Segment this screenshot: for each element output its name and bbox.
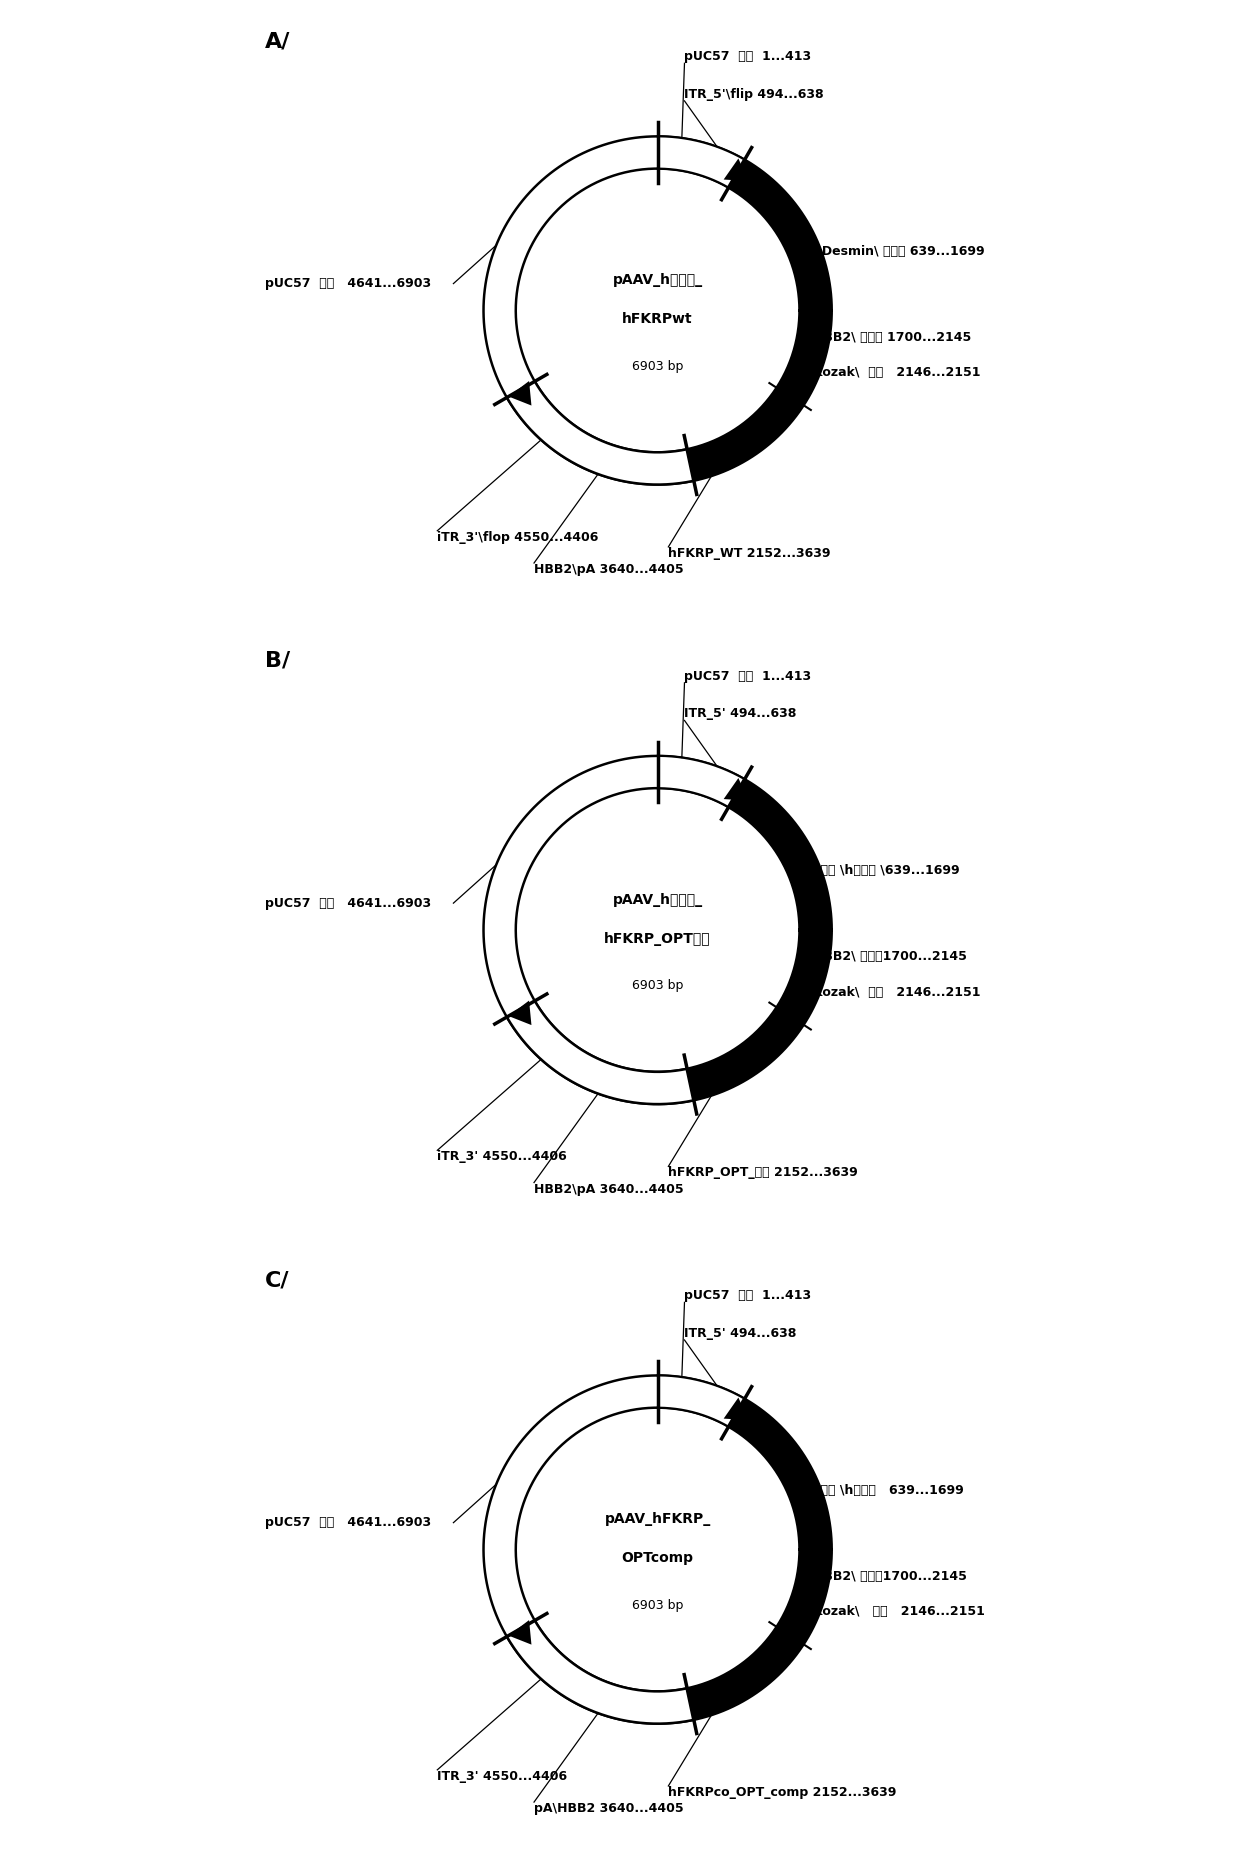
Text: hFKRP_WT 2152...3639: hFKRP_WT 2152...3639 <box>668 547 831 560</box>
Text: HBB2\ 内含子1700...2145: HBB2\ 内含子1700...2145 <box>813 1570 967 1583</box>
Text: 启动子 \h结蛋白   639...1699: 启动子 \h结蛋白 639...1699 <box>813 1484 965 1497</box>
Text: A/: A/ <box>265 32 290 50</box>
Text: iTR_3'\flop 4550...4406: iTR_3'\flop 4550...4406 <box>438 530 599 543</box>
Polygon shape <box>724 777 748 800</box>
Polygon shape <box>507 1620 694 1724</box>
Text: pAAV_hFKRP_: pAAV_hFKRP_ <box>604 1512 711 1527</box>
Text: HBB2\ 内含子1700...2145: HBB2\ 内含子1700...2145 <box>813 950 967 963</box>
Polygon shape <box>802 1523 827 1544</box>
Polygon shape <box>508 1001 532 1025</box>
Text: HBB2\pA 3640...4405: HBB2\pA 3640...4405 <box>534 1183 683 1196</box>
Polygon shape <box>507 381 694 485</box>
Text: ITR_5' 494...638: ITR_5' 494...638 <box>684 707 797 720</box>
Polygon shape <box>657 755 745 807</box>
Text: 6903 bp: 6903 bp <box>632 980 683 993</box>
Text: B/: B/ <box>265 651 290 671</box>
Polygon shape <box>507 1001 694 1105</box>
Text: 启动子 \h结蛋白 \639...1699: 启动子 \h结蛋白 \639...1699 <box>813 865 960 878</box>
Polygon shape <box>802 904 827 924</box>
Polygon shape <box>687 160 832 480</box>
Text: OPTcomp: OPTcomp <box>621 1551 693 1564</box>
Text: Kozak\  序列   2146...2151: Kozak\ 序列 2146...2151 <box>813 986 981 999</box>
Polygon shape <box>742 1042 766 1064</box>
Text: Kozak\   序列   2146...2151: Kozak\ 序列 2146...2151 <box>813 1605 986 1618</box>
Text: pA\HBB2 3640...4405: pA\HBB2 3640...4405 <box>534 1802 683 1815</box>
Text: hFKRPco_OPT_comp 2152...3639: hFKRPco_OPT_comp 2152...3639 <box>668 1786 897 1799</box>
Polygon shape <box>687 779 832 1101</box>
Polygon shape <box>742 1661 766 1683</box>
Polygon shape <box>657 1375 745 1427</box>
Text: 6903 bp: 6903 bp <box>632 359 683 372</box>
Polygon shape <box>724 1397 748 1421</box>
Text: pAAV_h结蛋白_: pAAV_h结蛋白_ <box>613 893 703 908</box>
Polygon shape <box>508 381 532 405</box>
Text: HBB2\ 内含子 1700...2145: HBB2\ 内含子 1700...2145 <box>813 331 972 344</box>
Text: hDesmin\ 启动子 639...1699: hDesmin\ 启动子 639...1699 <box>813 246 985 259</box>
Text: pUC57  骨架  1...413: pUC57 骨架 1...413 <box>684 1289 812 1302</box>
Text: pUC57  骨架   4641...6903: pUC57 骨架 4641...6903 <box>265 277 432 290</box>
Text: pUC57  骨架   4641...6903: pUC57 骨架 4641...6903 <box>265 1516 432 1529</box>
Text: ITR_5' 494...638: ITR_5' 494...638 <box>684 1326 797 1339</box>
Text: C/: C/ <box>265 1270 290 1291</box>
Polygon shape <box>508 1620 532 1644</box>
Text: HBB2\pA 3640...4405: HBB2\pA 3640...4405 <box>534 564 683 577</box>
Text: Kozak\  序列   2146...2151: Kozak\ 序列 2146...2151 <box>813 366 981 379</box>
Text: ITR_5'\flip 494...638: ITR_5'\flip 494...638 <box>684 87 825 100</box>
Text: pUC57  骨架  1...413: pUC57 骨架 1...413 <box>684 670 812 683</box>
Text: hFKRPwt: hFKRPwt <box>622 312 693 326</box>
Text: iTR_3' 4550...4406: iTR_3' 4550...4406 <box>438 1149 567 1162</box>
Text: ITR_3' 4550...4406: ITR_3' 4550...4406 <box>438 1771 568 1784</box>
Polygon shape <box>724 158 748 180</box>
Text: 6903 bp: 6903 bp <box>632 1600 683 1613</box>
Polygon shape <box>802 283 827 305</box>
Polygon shape <box>687 1399 832 1720</box>
Polygon shape <box>657 136 745 188</box>
Text: pAAV_h结蛋白_: pAAV_h结蛋白_ <box>613 273 703 288</box>
Text: hFKRP_OPT_微小 2152...3639: hFKRP_OPT_微小 2152...3639 <box>668 1166 858 1179</box>
Text: pUC57  骨架  1...413: pUC57 骨架 1...413 <box>684 50 812 63</box>
Polygon shape <box>742 422 766 445</box>
Text: hFKRP_OPT微小: hFKRP_OPT微小 <box>604 932 711 945</box>
Text: pUC57  骨架   4641...6903: pUC57 骨架 4641...6903 <box>265 897 432 910</box>
